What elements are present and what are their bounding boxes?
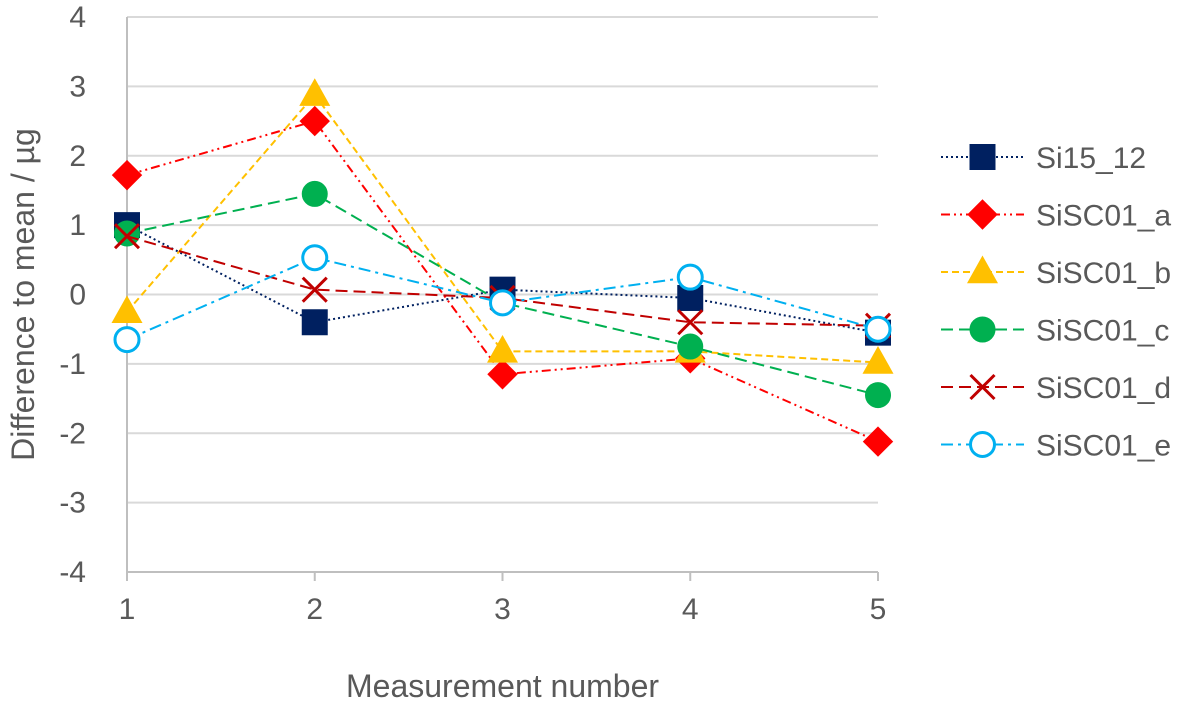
series-line — [126, 256, 879, 341]
series-SiSC01_b — [111, 78, 894, 374]
legend-item: SiSC01_a — [941, 199, 1171, 233]
legend-item: SiSC01_d — [941, 372, 1171, 405]
legend-item: SiSC01_b — [941, 255, 1171, 290]
data-point — [113, 223, 141, 250]
data-point — [113, 326, 141, 354]
data-point — [677, 333, 704, 360]
y-axis-title: Difference to mean / µg — [5, 128, 41, 461]
series-group — [111, 78, 894, 457]
legend-label: Si15_12 — [1036, 142, 1146, 175]
x-axis-title: Measurement number — [346, 668, 659, 703]
y-tick-label: 3 — [69, 70, 86, 103]
data-point — [301, 309, 328, 336]
data-point — [487, 359, 518, 390]
y-tick-labels: -4 -3 -2 -1 0 1 2 3 4 — [59, 1, 86, 589]
y-tick-label: 2 — [69, 140, 86, 173]
legend-label: SiSC01_a — [1036, 200, 1171, 233]
legend-label: SiSC01_d — [1036, 372, 1171, 405]
x-tick-labels: 1 2 3 4 5 — [119, 572, 887, 626]
series-SiSC01_e — [113, 244, 892, 354]
series-line — [126, 93, 879, 364]
data-point — [299, 105, 330, 137]
data-point — [489, 289, 516, 317]
legend: Si15_12 SiSC01_a SiSC01_b SiSC01_c SiSC01_d S… — [941, 142, 1171, 463]
legend-marker — [966, 255, 999, 284]
legend-label: SiSC01_c — [1036, 315, 1169, 348]
x-tick-label: 5 — [870, 593, 887, 626]
data-point — [301, 180, 328, 207]
y-tick-label: -1 — [59, 348, 86, 381]
data-point — [862, 346, 894, 374]
y-tick-label: -3 — [59, 487, 86, 520]
data-point — [862, 426, 894, 457]
legend-marker — [969, 144, 996, 170]
series-line — [126, 119, 879, 443]
series-SiSC01_c — [114, 180, 891, 409]
y-tick-label: -2 — [59, 417, 86, 450]
x-tick-label: 1 — [119, 593, 136, 626]
data-point — [299, 78, 331, 106]
legend-item: SiSC01_c — [941, 315, 1169, 348]
legend-item: Si15_12 — [941, 142, 1146, 175]
legend-marker — [967, 199, 998, 230]
y-tick-label: 0 — [69, 279, 86, 312]
data-point — [676, 263, 704, 291]
legend-item: SiSC01_e — [941, 430, 1171, 463]
data-point — [114, 220, 140, 247]
data-point — [864, 315, 892, 343]
data-point — [301, 244, 329, 272]
legend-label: SiSC01_e — [1036, 430, 1171, 463]
legend-label: SiSC01_b — [1036, 257, 1171, 290]
x-tick-label: 2 — [306, 593, 323, 626]
series-line — [126, 192, 879, 397]
y-tick-label: -4 — [59, 556, 86, 589]
legend-marker — [969, 373, 996, 401]
data-point — [865, 382, 891, 409]
x-tick-label: 3 — [494, 593, 511, 626]
y-tick-label: 4 — [69, 1, 86, 34]
data-point — [677, 309, 704, 336]
gridlines — [127, 16, 878, 504]
data-point — [486, 334, 519, 363]
data-point — [111, 159, 143, 191]
data-point — [111, 295, 143, 324]
series-Si15_12 — [114, 212, 891, 346]
y-tick-label: 1 — [69, 209, 86, 242]
data-point — [301, 276, 328, 303]
legend-marker — [969, 316, 996, 343]
legend-marker — [969, 431, 996, 458]
x-tick-label: 4 — [682, 593, 699, 626]
